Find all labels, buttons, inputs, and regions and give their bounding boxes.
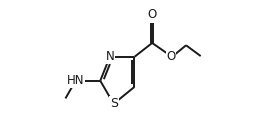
Text: N: N bbox=[106, 50, 114, 63]
Text: S: S bbox=[110, 97, 118, 110]
Text: HN: HN bbox=[67, 74, 84, 87]
Text: O: O bbox=[166, 50, 176, 63]
Text: O: O bbox=[147, 8, 157, 21]
